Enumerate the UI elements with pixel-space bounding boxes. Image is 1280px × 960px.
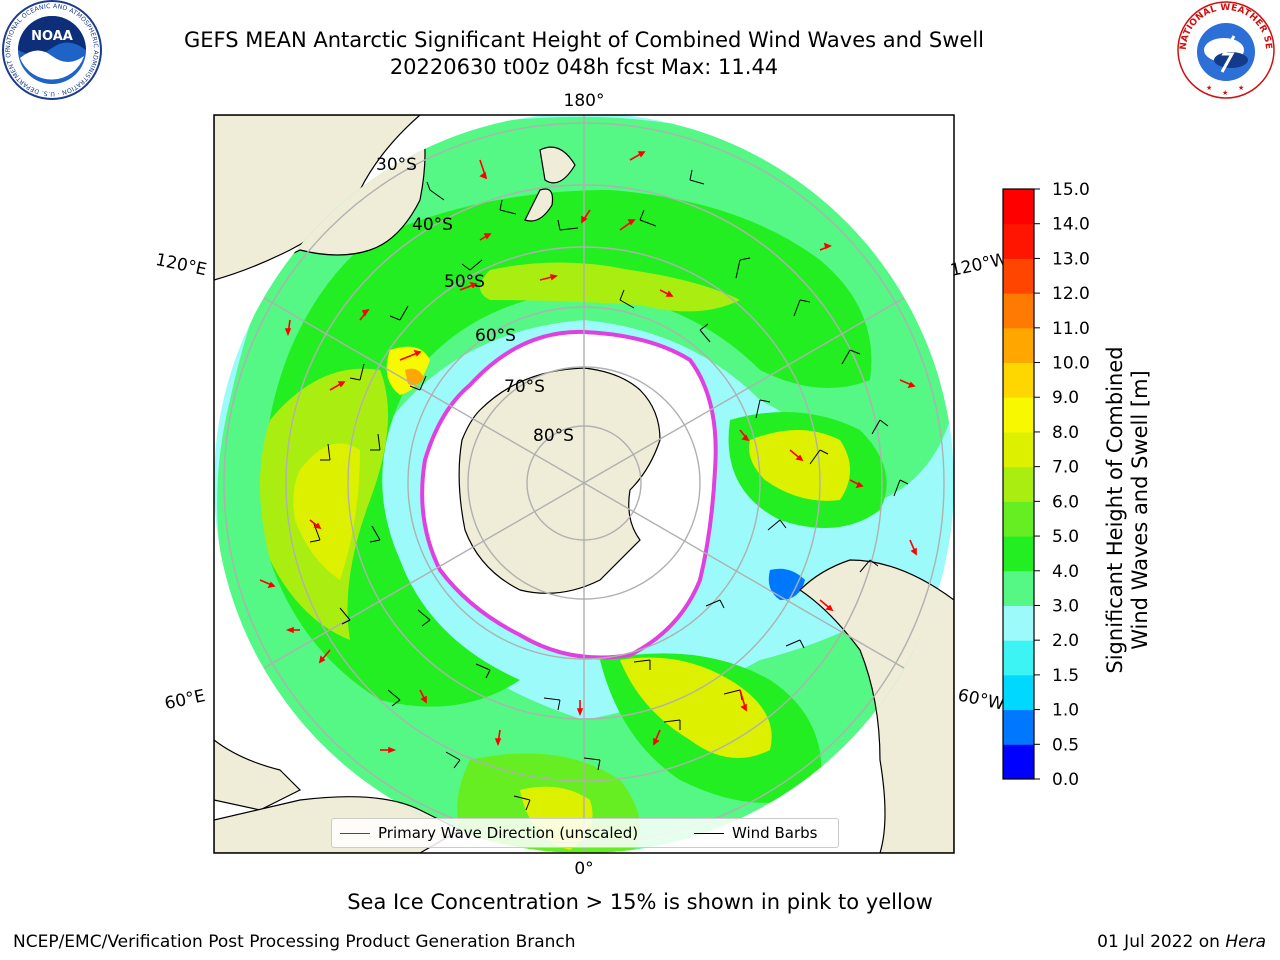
colorbar-segment [1003, 536, 1034, 572]
legend-barb-swatch [694, 832, 724, 834]
colorbar-segment [1003, 466, 1034, 502]
colorbar-segment [1003, 674, 1034, 711]
colorbar-segment [1003, 223, 1034, 259]
colorbar-segment [1003, 397, 1034, 433]
footer-machine: Hera [1225, 932, 1266, 952]
colorbar-segment [1003, 709, 1034, 745]
footer-credit: NCEP/EMC/Verification Post Processing Pr… [13, 932, 576, 952]
colorbar-tick-label: 12.0 [1052, 284, 1090, 304]
svg-text:★: ★ [1238, 84, 1244, 92]
colorbar-title-line1: Significant Height of Combined [1103, 346, 1127, 674]
colorbar-segment [1003, 327, 1034, 364]
colorbar-segment [1003, 501, 1034, 537]
colorbar-tick-label: 8.0 [1052, 423, 1079, 443]
legend-wave-item: Primary Wave Direction (unscaled) [340, 824, 638, 842]
legend-wave-label: Primary Wave Direction (unscaled) [378, 824, 639, 842]
colorbar-tick-label: 10.0 [1052, 354, 1090, 374]
colorbar-segment [1003, 293, 1034, 329]
lat-label-60s: 60°S [475, 326, 516, 346]
legend-wave-swatch [340, 832, 370, 834]
colorbar-tick-label: 3.0 [1052, 596, 1079, 616]
colorbar: 0.0 0.5 1.0 1.5 2.0 3.0 4.0 5.0 6.0 7.0 8.0 9.0 10.0… [1002, 180, 1090, 790]
colorbar-segment [1003, 570, 1034, 606]
colorbar-segment [1003, 362, 1034, 398]
footer-date: 01 Jul 2022 on Hera [1097, 932, 1266, 952]
colorbar-segment [1003, 605, 1034, 641]
sea-ice-caption: Sea Ice Concentration > 15% is shown in … [347, 890, 933, 914]
colorbar-segment [1003, 189, 1034, 225]
map-legend: Primary Wave Direction (unscaled) Wind B… [331, 818, 839, 848]
colorbar-segment [1003, 431, 1034, 468]
colorbar-tick-label: 7.0 [1052, 458, 1079, 478]
legend-barb-label: Wind Barbs [732, 824, 818, 842]
lat-label-30s: 30°S [376, 155, 417, 175]
lon-label-0: 0° [574, 859, 593, 879]
colorbar-tick-label: 13.0 [1052, 249, 1090, 269]
colorbar-segment [1003, 258, 1034, 294]
nws-logo: NATIONAL WEATHER SERVICE ★ ★ ★ [1176, 0, 1275, 99]
colorbar-tick-label: 0.5 [1052, 735, 1079, 755]
colorbar-tick-label: 1.0 [1052, 701, 1079, 721]
lon-label-120w: 120°W [949, 249, 1010, 281]
svg-text:★: ★ [1206, 84, 1212, 92]
colorbar-segment [1003, 744, 1034, 780]
colorbar-tick-label: 1.5 [1052, 666, 1079, 686]
colorbar-frame [1002, 188, 1035, 780]
antarctica [458, 367, 661, 594]
wave-arrows-and-barbs [259, 151, 917, 811]
lon-label-180: 180° [564, 91, 605, 111]
lat-label-80s: 80°S [533, 426, 574, 446]
wave-height-field [217, 116, 952, 853]
chart-title: GEFS MEAN Antarctic Significant Height o… [183, 28, 985, 52]
colorbar-tick-label: 4.0 [1052, 562, 1079, 582]
footer-date-text: 01 Jul 2022 on [1097, 932, 1220, 952]
colorbar-tick-label: 0.0 [1052, 770, 1079, 790]
lon-label-60e: 60°E [163, 686, 207, 714]
colorbar-title: Significant Height of Combined Wind Wave… [1103, 300, 1153, 720]
colorbar-tick-label: 2.0 [1052, 631, 1079, 651]
colorbar-tick-label: 6.0 [1052, 492, 1079, 512]
chart-subtitle: 20220630 t00z 048h fcst Max: 11.44 [389, 55, 779, 79]
svg-text:NOAA: NOAA [31, 29, 73, 44]
svg-text:★: ★ [1222, 89, 1228, 97]
graticule [223, 115, 945, 853]
lat-label-70s: 70°S [504, 377, 545, 397]
colorbar-tick-label: 5.0 [1052, 527, 1079, 547]
legend-barb-item: Wind Barbs [694, 824, 817, 842]
lat-label-40s: 40°S [412, 215, 453, 235]
lon-label-60w: 60°W [956, 685, 1006, 714]
lat-label-50s: 50°S [444, 272, 485, 292]
colorbar-title-line2: Wind Waves and Swell [m] [1128, 370, 1152, 650]
colorbar-tick-label: 14.0 [1052, 215, 1090, 235]
colorbar-tick-label: 9.0 [1052, 388, 1079, 408]
noaa-logo: NATIONAL OCEANIC AND ATMOSPHERIC ADMINIS… [2, 0, 102, 100]
lon-label-120e: 120°E [154, 250, 209, 280]
colorbar-tick-label: 11.0 [1052, 319, 1090, 339]
colorbar-segment [1003, 640, 1034, 676]
colorbar-tick-label: 15.0 [1052, 180, 1090, 200]
map-frame [213, 114, 955, 854]
